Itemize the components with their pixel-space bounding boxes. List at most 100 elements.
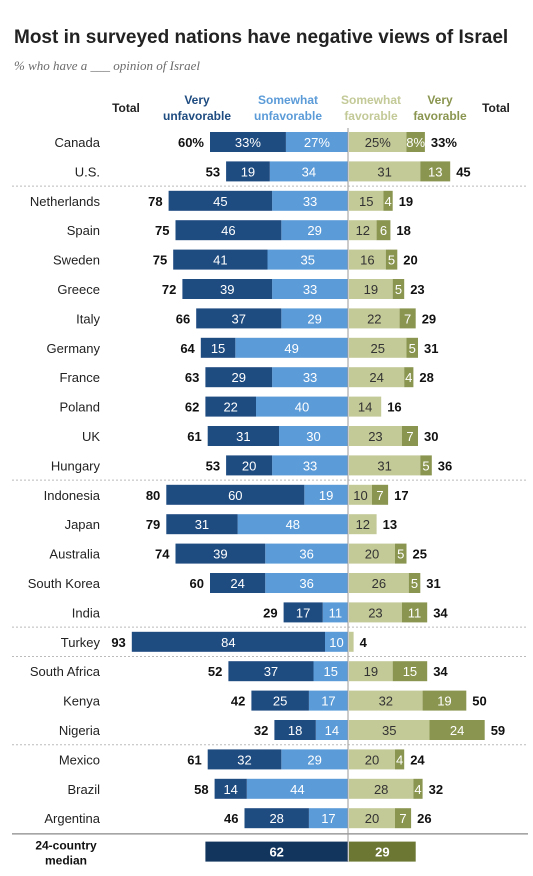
value-very-unfavorable-germany: 15	[211, 341, 225, 356]
bar-somewhat-favorable-turkey	[349, 631, 354, 652]
total-favorable-australia: 25	[413, 547, 427, 562]
header-total-right: Total	[482, 101, 510, 115]
bar-somewhat-favorable-sweden	[349, 249, 386, 270]
header-very-favorable-line1: Very	[427, 93, 453, 107]
total-unfavorable-france: 63	[185, 370, 199, 385]
bar-very-unfavorable-turkey	[131, 631, 325, 652]
bar-very-favorable-indonesia	[372, 484, 389, 505]
value-somewhat-unfavorable-sweden: 35	[301, 253, 315, 268]
bar-very-unfavorable-germany	[200, 337, 236, 358]
value-very-unfavorable-south-korea: 24	[230, 576, 244, 591]
country-label-south-africa: South Africa	[30, 664, 101, 679]
value-very-favorable-canada: 8%	[406, 135, 425, 150]
value-somewhat-favorable-poland: 14	[358, 400, 372, 415]
bar-somewhat-unfavorable-spain	[281, 220, 348, 241]
bar-very-unfavorable-nigeria	[274, 720, 316, 740]
total-unfavorable-south-africa: 52	[208, 664, 222, 679]
bar-very-unfavorable-greece	[182, 279, 273, 299]
value-very-favorable-greece: 5	[395, 282, 402, 297]
header-very-favorable-line2: favorable	[413, 109, 467, 123]
value-very-favorable-kenya: 19	[437, 694, 451, 709]
total-unfavorable-netherlands: 78	[148, 194, 162, 209]
value-somewhat-favorable-greece: 19	[364, 282, 378, 297]
bar-somewhat-favorable-netherlands	[349, 190, 384, 211]
country-label-india: India	[72, 605, 101, 620]
total-unfavorable-sweden: 75	[153, 253, 167, 268]
bar-very-unfavorable-south-korea	[210, 573, 266, 593]
total-unfavorable-south-korea: 60	[190, 576, 204, 591]
value-very-unfavorable-italy: 37	[232, 311, 246, 326]
total-unfavorable-germany: 64	[180, 341, 195, 356]
value-very-unfavorable-australia: 39	[213, 547, 227, 562]
total-unfavorable-mexico: 61	[187, 752, 201, 767]
country-label-spain: Spain	[67, 223, 100, 238]
bar-somewhat-favorable-uk	[349, 426, 402, 446]
country-label-south-korea: South Korea	[28, 576, 101, 591]
value-very-favorable-france: 4	[405, 370, 412, 385]
bar-somewhat-favorable-india	[349, 602, 402, 623]
bar-very-unfavorable-hungary	[226, 455, 273, 476]
value-somewhat-unfavorable-south-africa: 15	[324, 664, 338, 679]
country-label-japan: Japan	[65, 517, 100, 532]
total-favorable-france: 28	[419, 370, 433, 385]
value-somewhat-unfavorable-hungary: 33	[303, 458, 317, 473]
total-favorable-argentina: 26	[417, 811, 431, 826]
value-somewhat-favorable-hungary: 31	[377, 458, 391, 473]
bar-somewhat-favorable-hungary	[349, 455, 421, 476]
value-very-favorable-south-korea: 5	[411, 576, 418, 591]
bar-somewhat-unfavorable-germany	[235, 337, 348, 358]
value-very-unfavorable-south-africa: 37	[264, 664, 278, 679]
bar-very-unfavorable-spain	[175, 220, 282, 241]
total-unfavorable-greece: 72	[162, 282, 176, 297]
bar-very-unfavorable-italy	[196, 308, 282, 329]
bar-very-favorable-south-korea	[408, 573, 421, 593]
value-somewhat-unfavorable-poland: 40	[295, 400, 309, 415]
total-favorable-netherlands: 19	[399, 194, 413, 209]
bar-somewhat-favorable-france	[349, 367, 405, 388]
value-somewhat-unfavorable-kenya: 17	[321, 694, 335, 709]
value-somewhat-unfavorable-greece: 33	[303, 282, 317, 297]
value-somewhat-unfavorable-india: 11	[329, 605, 343, 620]
value-very-unfavorable-canada: 33%	[235, 135, 261, 150]
total-unfavorable-u-s: 53	[206, 164, 220, 179]
total-unfavorable-japan: 79	[146, 517, 160, 532]
country-label-australia: Australia	[49, 547, 100, 562]
bar-somewhat-unfavorable-u-s	[269, 161, 348, 182]
bar-somewhat-favorable-indonesia	[349, 484, 372, 505]
value-somewhat-unfavorable-italy: 29	[307, 311, 321, 326]
bar-somewhat-favorable-australia	[349, 543, 395, 564]
total-unfavorable-poland: 62	[185, 400, 199, 415]
bar-very-favorable-u-s	[420, 161, 451, 182]
bar-somewhat-unfavorable-brazil	[246, 778, 348, 799]
country-label-netherlands: Netherlands	[30, 194, 101, 209]
value-very-favorable-nigeria: 24	[450, 723, 464, 738]
bar-somewhat-favorable-argentina	[349, 808, 395, 829]
total-favorable-uk: 30	[424, 429, 438, 444]
value-somewhat-favorable-mexico: 20	[365, 752, 379, 767]
value-somewhat-favorable-south-africa: 19	[364, 664, 378, 679]
bar-very-favorable-nigeria	[429, 720, 485, 740]
header-total-left: Total	[112, 101, 140, 115]
bar-somewhat-unfavorable-netherlands	[272, 190, 348, 211]
total-unfavorable-nigeria: 32	[254, 723, 268, 738]
bar-somewhat-favorable-brazil	[349, 778, 414, 799]
bar-very-unfavorable-france	[205, 367, 273, 388]
value-very-favorable-brazil: 4	[414, 782, 421, 797]
value-very-unfavorable-greece: 39	[220, 282, 234, 297]
value-very-unfavorable-sweden: 41	[213, 253, 227, 268]
bar-somewhat-unfavorable-argentina	[308, 808, 348, 829]
value-somewhat-unfavorable-spain: 29	[307, 223, 321, 238]
bar-somewhat-unfavorable-canada	[285, 132, 348, 152]
country-label-france: France	[60, 370, 100, 385]
value-somewhat-favorable-indonesia: 10	[353, 488, 367, 503]
country-label-mexico: Mexico	[59, 752, 100, 767]
header-somewhat-unfavorable-line2: unfavorable	[254, 109, 322, 123]
value-very-unfavorable-hungary: 20	[242, 458, 256, 473]
bar-somewhat-favorable-poland	[349, 396, 382, 417]
bar-very-favorable-germany	[406, 337, 418, 358]
header-very-unfavorable-line1: Very	[184, 93, 210, 107]
total-favorable-japan: 13	[383, 517, 397, 532]
value-very-unfavorable-turkey: 84	[221, 635, 235, 650]
bar-very-unfavorable-india	[283, 602, 323, 623]
